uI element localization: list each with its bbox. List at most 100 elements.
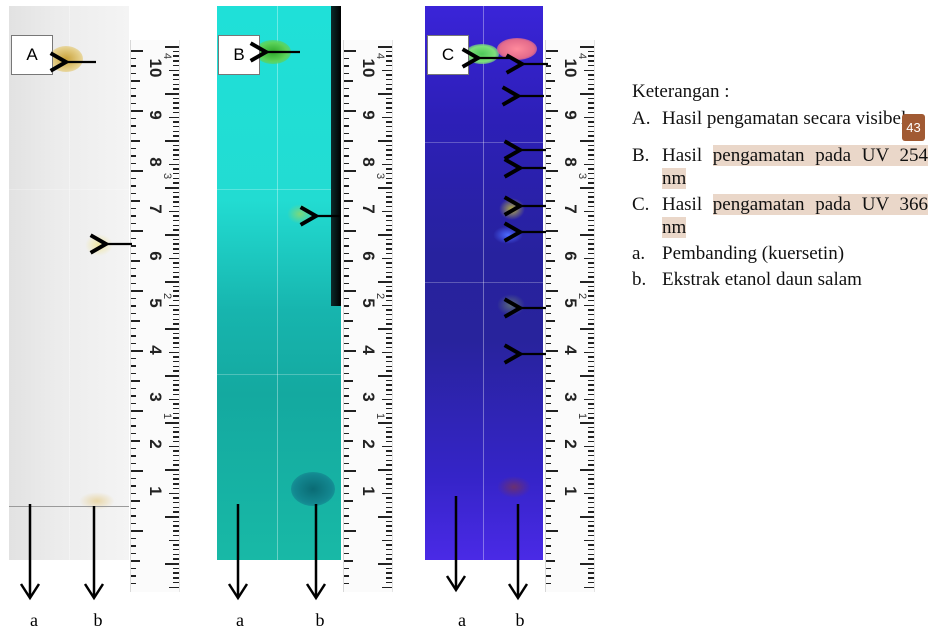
ruler-tick	[344, 170, 356, 172]
ruler-tick	[173, 290, 179, 292]
ruler-tick	[546, 282, 551, 284]
ruler-tick	[131, 267, 136, 269]
ruler-tick	[344, 140, 353, 142]
ruler-tick	[382, 492, 392, 494]
ruler-tick	[546, 50, 558, 52]
ruler-tick	[378, 187, 392, 189]
ruler-tick	[131, 462, 136, 464]
ruler-tick	[131, 50, 143, 52]
ruler-tick	[173, 182, 179, 184]
ruler-tick	[173, 478, 179, 480]
ruler-tick	[386, 144, 392, 147]
ruler-tick	[588, 346, 594, 349]
ruler-tick	[173, 459, 179, 462]
ruler-tick	[588, 172, 594, 175]
ruler-tick	[173, 403, 179, 405]
plate-seam	[217, 189, 341, 190]
ruler-tick	[588, 581, 594, 584]
ruler-tick	[378, 375, 392, 377]
ruler-tick	[344, 305, 349, 307]
ruler-tick	[131, 260, 140, 262]
ruler-tick	[131, 320, 140, 322]
ruler-tick	[169, 445, 179, 447]
ruler-tick	[131, 350, 143, 352]
ruler-tick	[378, 281, 392, 283]
ruler-tick	[386, 102, 392, 104]
ruler-tick	[173, 389, 179, 391]
ruler-tick	[173, 168, 179, 170]
ruler-tick	[386, 135, 392, 137]
ruler-tick	[588, 558, 594, 560]
ruler-tick	[546, 515, 551, 517]
ruler-tick	[588, 299, 594, 302]
ruler-tick	[588, 55, 594, 57]
ruler-tick	[344, 320, 353, 322]
ruler-tick	[386, 360, 392, 363]
ruler-tick	[131, 147, 136, 149]
ruler-tick	[386, 243, 392, 245]
ruler-tick	[169, 69, 179, 71]
ruler-tick	[344, 80, 353, 82]
ruler-tick	[131, 402, 136, 404]
ruler-tick	[546, 357, 551, 359]
ruler-tick	[173, 55, 179, 57]
ruler-tick	[131, 425, 136, 427]
ruler-tick	[580, 140, 594, 142]
ruler-tick	[344, 365, 349, 367]
ruler-tick	[386, 553, 392, 556]
legend-item: B. Hasil pengamatan pada UV 254 nm	[632, 144, 928, 190]
ruler-tick	[382, 351, 392, 353]
ruler-tick	[382, 398, 392, 400]
ruler-tick	[131, 477, 136, 479]
ruler-tick	[588, 530, 594, 532]
legend-heading: Keterangan :	[632, 81, 730, 102]
spot-a-origin	[79, 492, 115, 510]
ruler-tick	[173, 229, 179, 231]
ruler-tick	[344, 200, 353, 202]
ruler-tick	[131, 162, 136, 164]
ruler-tick	[546, 350, 558, 352]
ruler-tick	[588, 534, 594, 537]
ruler-tick	[131, 447, 136, 449]
ruler-tick	[173, 464, 179, 466]
ruler-tick	[173, 130, 179, 133]
ruler-tick	[580, 516, 594, 518]
ruler-tick	[173, 60, 179, 62]
ruler-tick	[386, 412, 392, 415]
ruler-tick	[173, 158, 179, 161]
ruler-tick	[173, 102, 179, 104]
ruler-tick	[588, 356, 594, 358]
ruler-tick	[386, 276, 392, 278]
ruler-tick	[131, 567, 136, 569]
ruler-tick	[588, 417, 594, 419]
ruler-tick	[580, 422, 594, 424]
ruler-tick	[546, 192, 551, 194]
ruler-tick	[588, 309, 594, 311]
ruler-tick	[546, 522, 551, 524]
annotation-badge[interactable]: 43	[902, 114, 925, 141]
ruler-tick	[546, 507, 551, 509]
legend-text: Hasil pengamatan pada UV 254 nm	[662, 144, 928, 190]
ruler-tick	[344, 192, 349, 194]
legend-text: Hasil pengamatan secara visibel43	[662, 107, 928, 141]
ruler-tick	[173, 107, 179, 109]
ruler-tick	[386, 285, 392, 288]
ruler-tick	[165, 563, 179, 565]
ruler-tick	[344, 432, 349, 434]
legend-notes: Keterangan : A. Hasil pengamatan secara …	[632, 80, 928, 294]
ruler-tick	[344, 350, 356, 352]
ruler-tick	[131, 117, 136, 119]
ruler-tick	[588, 243, 594, 245]
ruler-tick	[344, 447, 349, 449]
lane-divider	[277, 6, 278, 560]
ruler-tick	[546, 545, 551, 547]
legend-item: a. Pembanding (kuersetin)	[632, 242, 928, 265]
ruler-tick	[386, 290, 392, 292]
ruler-tick	[344, 245, 349, 247]
ruler-tick	[173, 379, 179, 382]
ruler-tick	[173, 135, 179, 137]
ruler-tick	[580, 46, 594, 48]
ruler-tick	[344, 297, 349, 299]
ruler-tick	[588, 60, 594, 62]
ruler-tick	[546, 462, 551, 464]
